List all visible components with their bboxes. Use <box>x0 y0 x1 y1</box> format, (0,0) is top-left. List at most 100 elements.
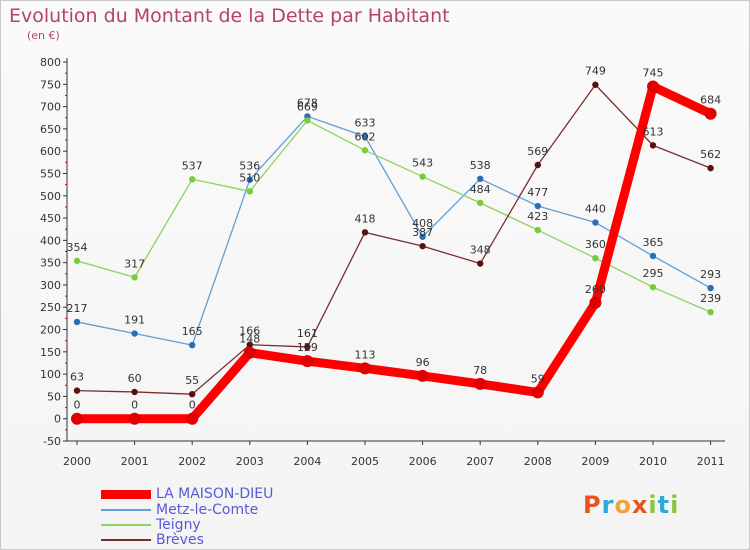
data-label: 161 <box>297 327 318 340</box>
x-tick-label: 2005 <box>351 455 379 468</box>
data-point <box>128 412 141 425</box>
data-label: 602 <box>355 130 376 143</box>
legend-label: Brèves <box>156 532 204 548</box>
data-label: 387 <box>412 226 433 239</box>
data-label: 633 <box>355 116 376 129</box>
x-tick-label: 2007 <box>466 455 494 468</box>
data-label: 63 <box>70 371 84 384</box>
data-point <box>534 202 541 210</box>
series-line-3 <box>76 84 712 395</box>
data-point <box>419 242 426 250</box>
x-tick-label: 2000 <box>63 455 91 468</box>
data-label: 348 <box>470 244 491 257</box>
legend-label: Metz-le-Comte <box>156 502 259 518</box>
data-label: 78 <box>473 364 487 377</box>
x-tick-label: 2009 <box>581 455 609 468</box>
data-point <box>534 161 541 169</box>
x-tick-label: 2004 <box>293 455 321 468</box>
data-point <box>477 260 484 267</box>
data-point <box>419 173 426 180</box>
legend-swatch <box>101 539 151 541</box>
data-label: 510 <box>239 171 260 184</box>
data-label: 0 <box>131 399 138 412</box>
data-label: 239 <box>700 292 721 305</box>
y-tick-label: 600 <box>40 145 61 158</box>
chart-subtitle: (en €) <box>27 29 60 42</box>
data-label: 749 <box>585 65 606 78</box>
data-label: 569 <box>527 145 548 158</box>
data-point <box>361 229 369 236</box>
y-tick-label: 450 <box>40 212 61 225</box>
data-label: 129 <box>297 341 318 354</box>
data-point <box>477 199 484 207</box>
x-tick-label: 2010 <box>639 455 667 468</box>
data-label: 613 <box>643 125 664 138</box>
legend-label: Teigny <box>156 517 201 533</box>
data-label: 365 <box>643 236 664 249</box>
data-label: 60 <box>128 372 142 385</box>
x-tick-label: 2011 <box>697 455 725 468</box>
brand-letter: i <box>670 491 680 519</box>
data-label: 165 <box>182 325 203 338</box>
data-point <box>131 274 138 281</box>
data-point <box>73 387 81 394</box>
data-label: 418 <box>355 212 376 225</box>
brand-letter: t <box>657 491 671 519</box>
data-point <box>189 341 196 349</box>
data-label: 684 <box>700 94 721 107</box>
legend-swatch <box>101 524 151 526</box>
legend-swatch <box>101 489 151 499</box>
data-point <box>189 390 196 398</box>
data-label: 354 <box>67 241 88 254</box>
y-tick-label: 200 <box>40 324 61 337</box>
brand-letter: i <box>648 491 658 519</box>
legend-label: LA MAISON-DIEU <box>156 486 274 502</box>
data-point <box>649 142 657 149</box>
brand-logo: Proxiti <box>583 491 679 519</box>
x-tick-label: 2003 <box>236 455 264 468</box>
data-label: 317 <box>124 257 145 270</box>
data-label: 537 <box>182 159 203 172</box>
data-point <box>416 369 429 382</box>
data-label: 538 <box>470 159 491 172</box>
data-point <box>592 254 599 262</box>
data-point <box>419 233 426 240</box>
data-point <box>243 346 256 359</box>
data-label: 191 <box>124 314 145 327</box>
data-label: 59 <box>531 372 545 385</box>
data-label: 295 <box>643 267 664 280</box>
data-label: 484 <box>470 183 491 196</box>
data-point <box>707 164 714 172</box>
y-tick-label: 50 <box>47 390 61 403</box>
x-tick-label: 2006 <box>409 455 437 468</box>
y-tick-label: 100 <box>40 368 61 381</box>
data-point <box>707 308 714 316</box>
data-point <box>704 107 717 120</box>
brand-letter: r <box>601 491 615 519</box>
data-label: 166 <box>239 325 260 338</box>
y-tick-label: 700 <box>40 101 61 114</box>
data-label: 745 <box>643 67 664 80</box>
y-tick-label: 0 <box>54 413 61 426</box>
y-tick-label: 750 <box>40 78 61 91</box>
y-tick-label: 300 <box>40 279 61 292</box>
data-point <box>647 80 659 93</box>
data-point <box>707 284 714 292</box>
data-label: 217 <box>67 302 88 315</box>
data-point <box>131 388 138 396</box>
data-label: 148 <box>239 333 260 346</box>
series-line-0 <box>72 82 716 424</box>
data-point <box>246 188 253 195</box>
data-label: 423 <box>527 210 548 223</box>
legend-item: Brèves <box>101 533 204 547</box>
data-point <box>71 412 83 425</box>
data-label: 55 <box>185 374 199 387</box>
data-point <box>649 252 657 260</box>
legend-swatch <box>101 509 151 511</box>
data-label: 96 <box>416 356 430 369</box>
y-tick-label: 250 <box>40 301 61 314</box>
data-label: 669 <box>297 100 318 113</box>
data-point <box>186 412 199 425</box>
